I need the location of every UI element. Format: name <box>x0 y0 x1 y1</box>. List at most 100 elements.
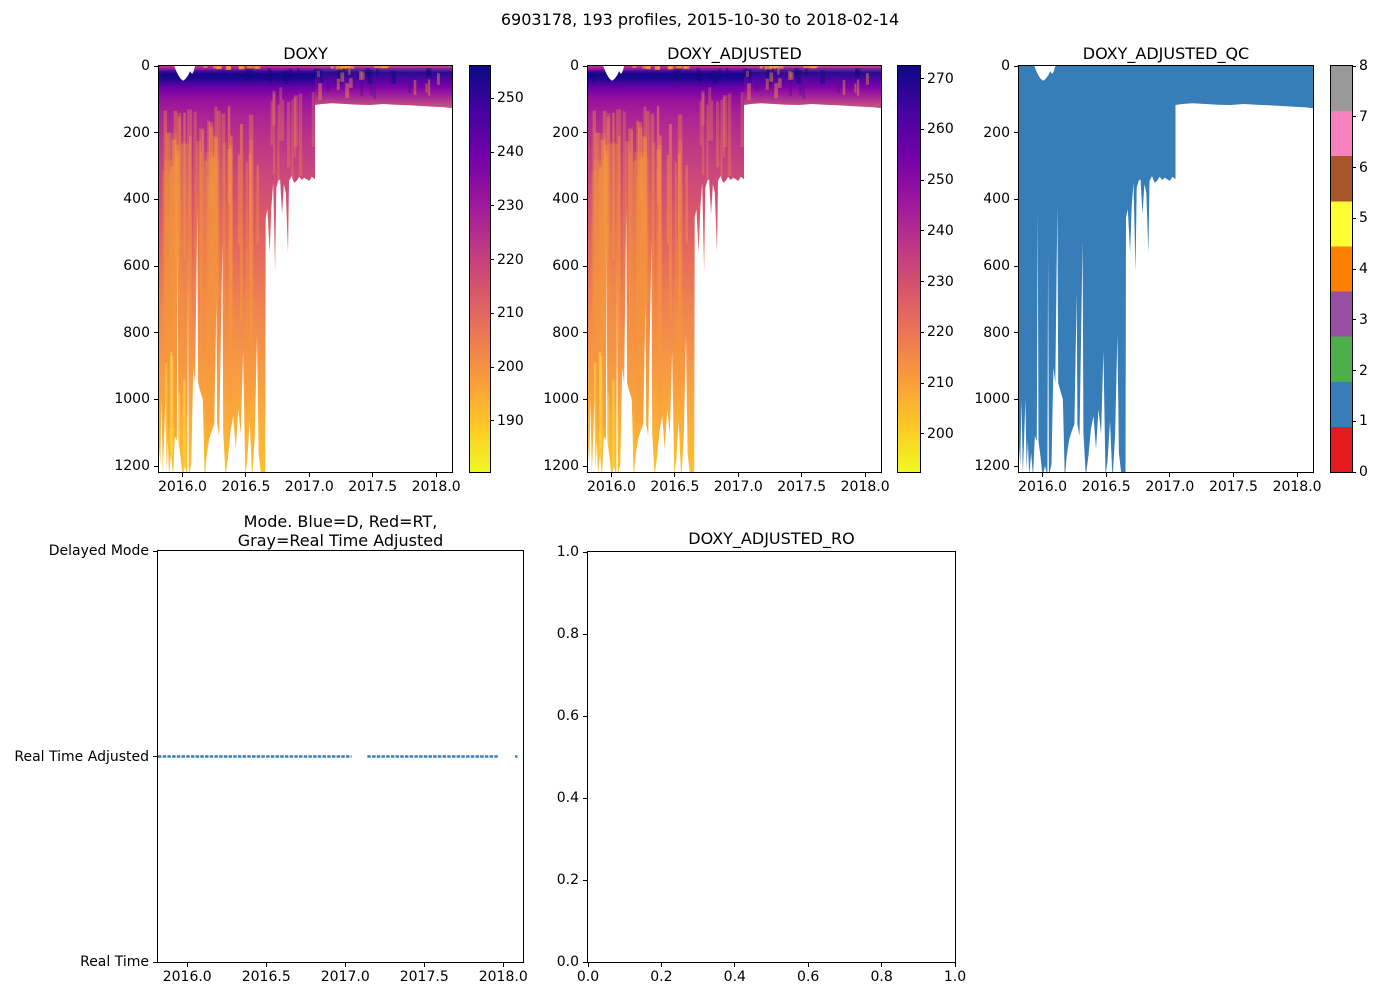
y-tick-label: 0.4 <box>556 790 579 806</box>
cb-tick-label: 6 <box>1359 159 1368 176</box>
cb-tick-label: 220 <box>927 324 954 341</box>
cb-tick-label: 240 <box>497 144 524 161</box>
cb-tick <box>490 259 494 261</box>
cb-tick-label: 250 <box>497 90 524 107</box>
x-tick <box>372 473 374 477</box>
mode-y-tick-label: Real Time Adjusted <box>14 748 149 765</box>
x-tick <box>423 963 425 967</box>
doxy-title: DOXY <box>283 44 328 63</box>
y-tick <box>1014 398 1018 400</box>
cb-tick-label: 2 <box>1359 362 1368 379</box>
cb-tick-label: 230 <box>497 197 524 214</box>
x-tick <box>502 963 504 967</box>
y-tick <box>583 961 587 963</box>
y-tick <box>583 198 587 200</box>
y-tick <box>154 132 158 134</box>
cb-tick-label: 240 <box>927 222 954 239</box>
cb-tick-label: 190 <box>497 412 524 429</box>
x-tick-label: 0.0 <box>576 969 600 985</box>
doxy-adjusted-colorbar <box>897 65 921 473</box>
doxy-adjusted-qc-heatmap-axes <box>1018 65 1314 473</box>
x-tick-label: 2016.0 <box>162 969 212 985</box>
x-tick <box>1232 473 1234 477</box>
cb-tick-label: 7 <box>1359 108 1368 125</box>
x-tick <box>265 963 267 967</box>
x-tick <box>864 473 866 477</box>
y-tick-label: 0.0 <box>556 954 579 970</box>
x-tick <box>807 963 809 967</box>
mode-title-line2: Gray=Real Time Adjusted <box>237 531 444 550</box>
x-tick <box>1042 473 1044 477</box>
y-tick <box>583 797 587 799</box>
x-tick <box>1105 473 1107 477</box>
y-tick <box>583 398 587 400</box>
x-tick <box>674 473 676 477</box>
y-tick <box>583 132 587 134</box>
cb-tick <box>1352 167 1356 168</box>
y-tick-label: 400 <box>983 191 1010 208</box>
cb-tick <box>920 433 924 435</box>
cb-tick <box>1352 471 1356 473</box>
y-tick-label: 400 <box>552 191 579 208</box>
x-tick <box>186 963 188 967</box>
x-tick <box>344 963 346 967</box>
x-tick-label: 2018.0 <box>478 969 528 985</box>
cb-tick <box>1352 65 1356 67</box>
x-tick <box>734 963 736 967</box>
cb-tick <box>490 97 494 99</box>
x-tick <box>610 473 612 477</box>
x-tick-label: 2017.0 <box>713 479 763 495</box>
x-tick-label: 2017.5 <box>777 479 827 495</box>
cb-tick-label: 4 <box>1359 261 1368 277</box>
y-tick <box>1014 265 1018 267</box>
cb-tick-label: 200 <box>497 359 524 376</box>
cb-tick-label: 210 <box>927 375 954 392</box>
mode-title: Mode. Blue=D, Red=RT, Gray=Real Time Adj… <box>238 512 444 550</box>
y-tick-label: 800 <box>123 324 150 341</box>
y-tick <box>583 879 587 881</box>
cb-tick <box>1352 370 1356 371</box>
cb-tick <box>490 205 494 207</box>
x-tick-label: 2017.5 <box>1208 479 1258 495</box>
y-tick <box>1014 132 1018 134</box>
cb-tick-label: 230 <box>927 273 954 290</box>
y-tick-label: 600 <box>552 258 579 274</box>
y-tick <box>153 550 157 552</box>
y-tick <box>583 65 587 67</box>
y-tick-label: 0 <box>1001 58 1010 74</box>
cb-tick <box>1352 217 1356 219</box>
x-tick-label: 2017.0 <box>320 969 370 985</box>
y-tick <box>154 198 158 200</box>
x-tick-label: 0.8 <box>870 969 893 985</box>
cb-tick-label: 220 <box>497 251 524 268</box>
x-tick-label: 2016.0 <box>157 479 207 495</box>
cb-tick-label: 250 <box>927 172 954 189</box>
x-tick <box>587 963 589 967</box>
cb-tick <box>920 230 924 232</box>
x-tick-label: 0.6 <box>797 969 820 985</box>
doxy-adjusted-ro-axes <box>587 551 956 963</box>
y-tick-label: 200 <box>983 124 1010 141</box>
x-tick <box>435 473 437 477</box>
x-tick <box>245 473 247 477</box>
cb-tick <box>920 78 924 80</box>
doxy_adjusted_qc-plot <box>1018 65 1314 473</box>
cb-tick <box>490 312 494 314</box>
cb-tick-label: 200 <box>927 425 954 442</box>
y-tick <box>154 265 158 267</box>
y-tick <box>583 265 587 267</box>
mode-plot <box>157 550 524 963</box>
x-tick-label: 1.0 <box>943 969 967 985</box>
cb-tick-label: 1 <box>1359 413 1368 430</box>
cb-tick-label: 260 <box>927 121 954 138</box>
cb-tick-label: 210 <box>497 305 524 322</box>
x-tick <box>737 473 739 477</box>
y-tick-label: 800 <box>552 324 579 341</box>
x-tick-label: 2017.0 <box>284 479 334 495</box>
y-tick <box>1014 465 1018 467</box>
doxy_adjusted-plot <box>587 65 882 473</box>
mode-y-tick-label: Real Time <box>80 954 149 970</box>
y-tick <box>583 633 587 635</box>
x-tick <box>954 963 956 967</box>
